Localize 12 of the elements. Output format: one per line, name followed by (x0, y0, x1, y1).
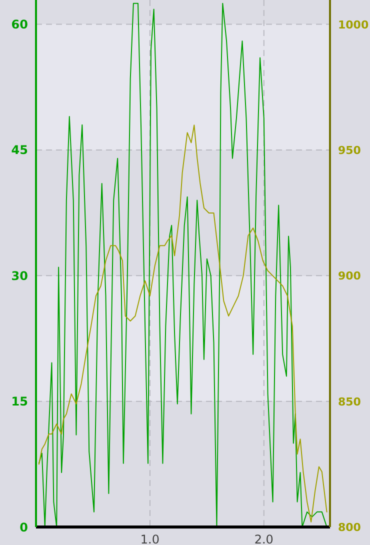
y-tick-label: 45 (11, 143, 28, 158)
y2-tick-label: 1000 (338, 18, 369, 32)
x-tick-label: 1.0 (140, 532, 160, 545)
y-tick-label: 15 (11, 394, 28, 409)
y-tick-label: 30 (11, 268, 28, 283)
y2-tick-label: 800 (338, 520, 362, 534)
x-tick-label: 2.0 (254, 532, 274, 545)
y2-tick-label: 850 (338, 395, 362, 408)
y-tick-label: 0 (20, 520, 28, 534)
y2-tick-label: 950 (338, 144, 362, 158)
y2-tick-label: 900 (338, 270, 362, 283)
y-tick-label: 60 (11, 18, 28, 32)
